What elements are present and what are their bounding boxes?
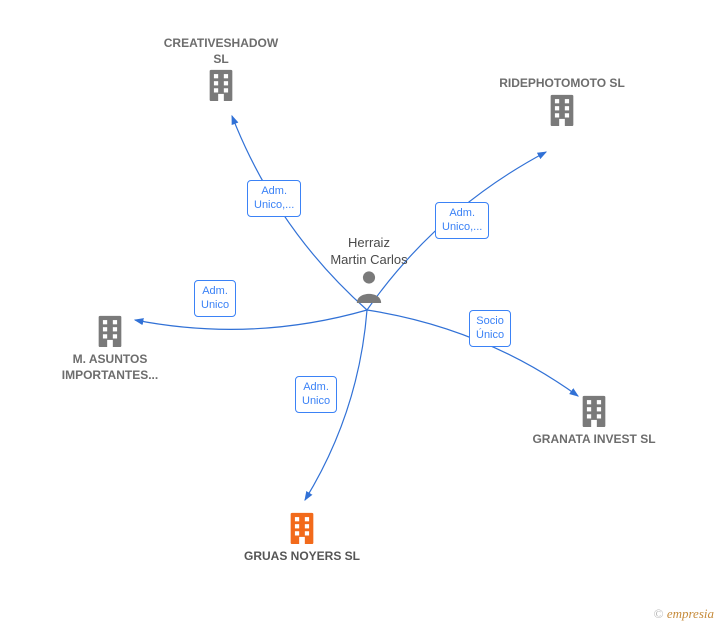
edge-label: Adm. Unico xyxy=(194,280,236,317)
center-node[interactable]: Herraiz Martin Carlos xyxy=(329,235,409,308)
person-icon xyxy=(354,269,384,303)
watermark-prefix: © xyxy=(654,606,667,621)
company-label: GRANATA INVEST SL xyxy=(529,432,659,448)
edge-label: Adm. Unico,... xyxy=(435,202,489,239)
building-icon xyxy=(204,67,238,101)
company-node[interactable]: RIDEPHOTOMOTO SL xyxy=(497,76,627,131)
company-label: M. ASUNTOS IMPORTANTES... xyxy=(45,352,175,383)
company-node[interactable]: M. ASUNTOS IMPORTANTES... xyxy=(45,313,175,383)
company-node[interactable]: GRUAS NOYERS SL xyxy=(237,510,367,565)
building-icon xyxy=(93,313,127,347)
company-label: RIDEPHOTOMOTO SL xyxy=(497,76,627,92)
watermark-brand: empresia xyxy=(667,606,714,621)
watermark: © empresia xyxy=(654,606,714,622)
building-icon xyxy=(285,510,319,544)
building-icon xyxy=(545,92,579,126)
company-node[interactable]: CREATIVESHADOW SL xyxy=(156,36,286,106)
edge-label: Adm. Unico,... xyxy=(247,180,301,217)
company-node[interactable]: GRANATA INVEST SL xyxy=(529,393,659,448)
center-node-label: Herraiz Martin Carlos xyxy=(329,235,409,269)
building-icon xyxy=(577,393,611,427)
edge-label: Adm. Unico xyxy=(295,376,337,413)
edge-label: Socio Único xyxy=(469,310,511,347)
company-label: CREATIVESHADOW SL xyxy=(156,36,286,67)
company-label: GRUAS NOYERS SL xyxy=(237,549,367,565)
